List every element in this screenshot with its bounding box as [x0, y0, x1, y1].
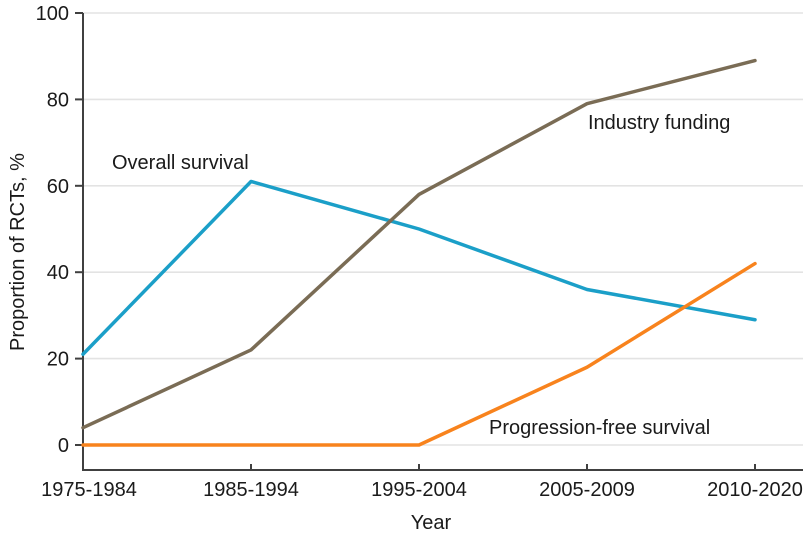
series-line-industry-funding	[81, 58, 757, 430]
x-tick-label-0: 1975-1984	[41, 479, 137, 501]
y-tick-label-20: 20	[47, 349, 69, 371]
y-tick-label-100: 100	[36, 3, 69, 25]
series-line-progression-free-survival	[81, 261, 757, 447]
y-tick-label-60: 60	[47, 176, 69, 198]
series-line-overall-survival	[81, 179, 757, 357]
y-tick-label-40: 40	[47, 262, 69, 284]
x-tick-label-3: 2005-2009	[539, 479, 635, 501]
y-tick-label-80: 80	[47, 89, 69, 111]
x-tick-label-2: 1995-2004	[371, 479, 467, 501]
x-axis-title: Year	[410, 512, 452, 534]
x-tick-label-4: 2010-2020	[707, 479, 803, 501]
series-label-industry-funding: Industry funding	[588, 112, 730, 134]
y-tick-label-0: 0	[58, 435, 69, 457]
series-label-overall-survival: Overall survival	[112, 152, 249, 174]
x-tick-label-1: 1985-1994	[203, 479, 299, 501]
series-label-progression-free-survival: Progression-free survival	[489, 417, 710, 439]
y-axis-title: Proportion of RCTs, %	[7, 153, 29, 351]
